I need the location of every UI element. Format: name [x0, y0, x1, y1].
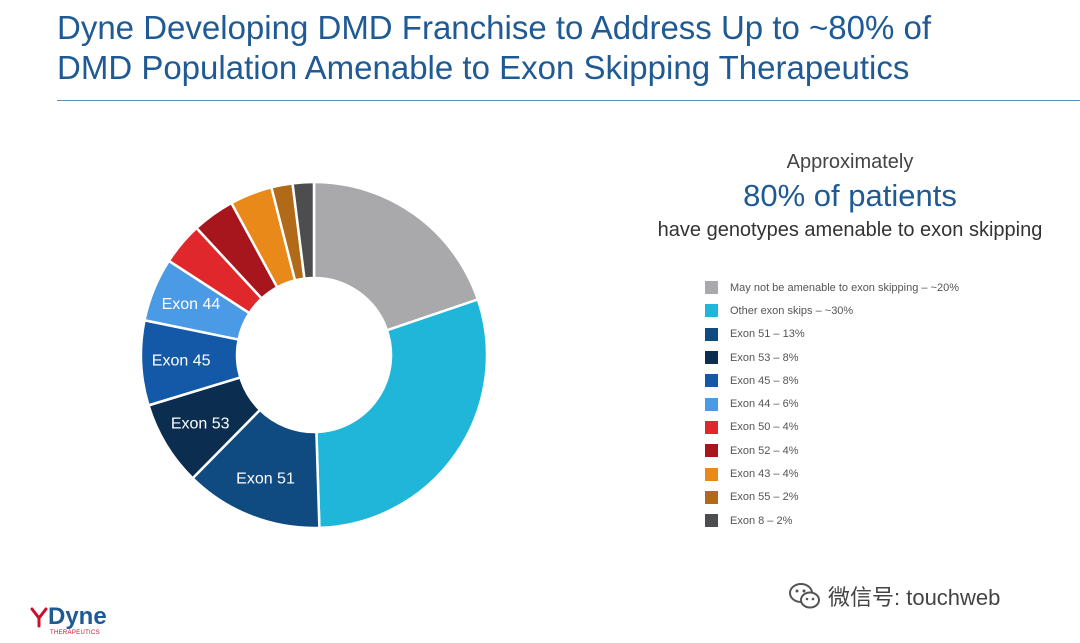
- legend-label: Exon 52 – 4%: [730, 444, 799, 457]
- donut-slice-0: [312, 180, 480, 332]
- legend-label: Exon 51 – 13%: [730, 328, 805, 341]
- legend-swatch: [705, 281, 718, 295]
- legend-label: Exon 44 – 6%: [730, 398, 799, 411]
- legend-swatch: [705, 420, 718, 434]
- title-divider: [57, 100, 1080, 101]
- legend-item: Exon 44 – 6%: [705, 392, 959, 415]
- legend-item: Exon 50 – 4%: [705, 416, 959, 439]
- slice-label-4: Exon 45: [152, 353, 211, 370]
- legend-swatch: [705, 514, 718, 528]
- chart-legend: May not be amenable to exon skipping – ~…: [705, 276, 959, 532]
- legend-swatch: [705, 304, 718, 318]
- legend-swatch: [705, 467, 718, 481]
- summary-highlight: 80% of patients: [743, 178, 957, 213]
- legend-item: Exon 51 – 13%: [705, 323, 959, 346]
- legend-label: Exon 50 – 4%: [730, 421, 799, 434]
- legend-label: May not be amenable to exon skipping – ~…: [730, 281, 960, 294]
- legend-label: Exon 45 – 8%: [730, 374, 799, 387]
- legend-label: Exon 43 – 4%: [730, 468, 799, 481]
- slice-label-5: Exon 44: [162, 296, 221, 313]
- legend-item: May not be amenable to exon skipping – ~…: [705, 276, 959, 299]
- legend-item: Exon 52 – 4%: [705, 439, 959, 462]
- legend-swatch: [705, 444, 718, 458]
- watermark-text: 微信号: touchweb: [828, 585, 1001, 610]
- legend-item: Exon 45 – 8%: [705, 369, 959, 392]
- legend-item: Exon 55 – 2%: [705, 486, 959, 509]
- summary-top: Approximately: [786, 151, 914, 173]
- legend-swatch: [705, 490, 718, 504]
- legend-swatch: [705, 327, 718, 341]
- logo-subtext: THERAPEUTICS: [50, 630, 100, 636]
- legend-label: Exon 8 – 2%: [730, 514, 793, 527]
- donut-slice-1: [315, 297, 489, 530]
- logo-text: Dyne: [48, 603, 107, 630]
- legend-swatch: [705, 374, 718, 388]
- wechat-watermark: 微信号: touchweb: [788, 580, 1000, 612]
- wechat-icon: [789, 583, 820, 609]
- page-title: Dyne Developing DMD Franchise to Address…: [57, 8, 1057, 88]
- title-line-2: DMD Population Amenable to Exon Skipping…: [57, 49, 910, 86]
- legend-item: Exon 43 – 4%: [705, 462, 959, 485]
- title-line-1: Dyne Developing DMD Franchise to Address…: [57, 9, 932, 46]
- summary-callout: Approximately 80% of patients have genot…: [610, 148, 1080, 244]
- legend-label: Exon 53 – 8%: [730, 351, 799, 364]
- legend-item: Other exon skips – ~30%: [705, 299, 959, 322]
- donut-slice-10: [291, 180, 316, 280]
- dyne-y-icon: [30, 607, 48, 628]
- dyne-logo: Dyne THERAPEUTICS: [30, 605, 107, 637]
- summary-bottom: have genotypes amenable to exon skipping: [657, 219, 1043, 241]
- legend-item: Exon 8 – 2%: [705, 509, 959, 532]
- slice-label-3: Exon 53: [171, 415, 230, 432]
- slice-label-2: Exon 51: [236, 470, 295, 487]
- legend-swatch: [705, 351, 718, 365]
- legend-label: Exon 55 – 2%: [730, 491, 799, 504]
- legend-label: Other exon skips – ~30%: [730, 304, 854, 317]
- legend-item: Exon 53 – 8%: [705, 346, 959, 369]
- legend-swatch: [705, 397, 718, 411]
